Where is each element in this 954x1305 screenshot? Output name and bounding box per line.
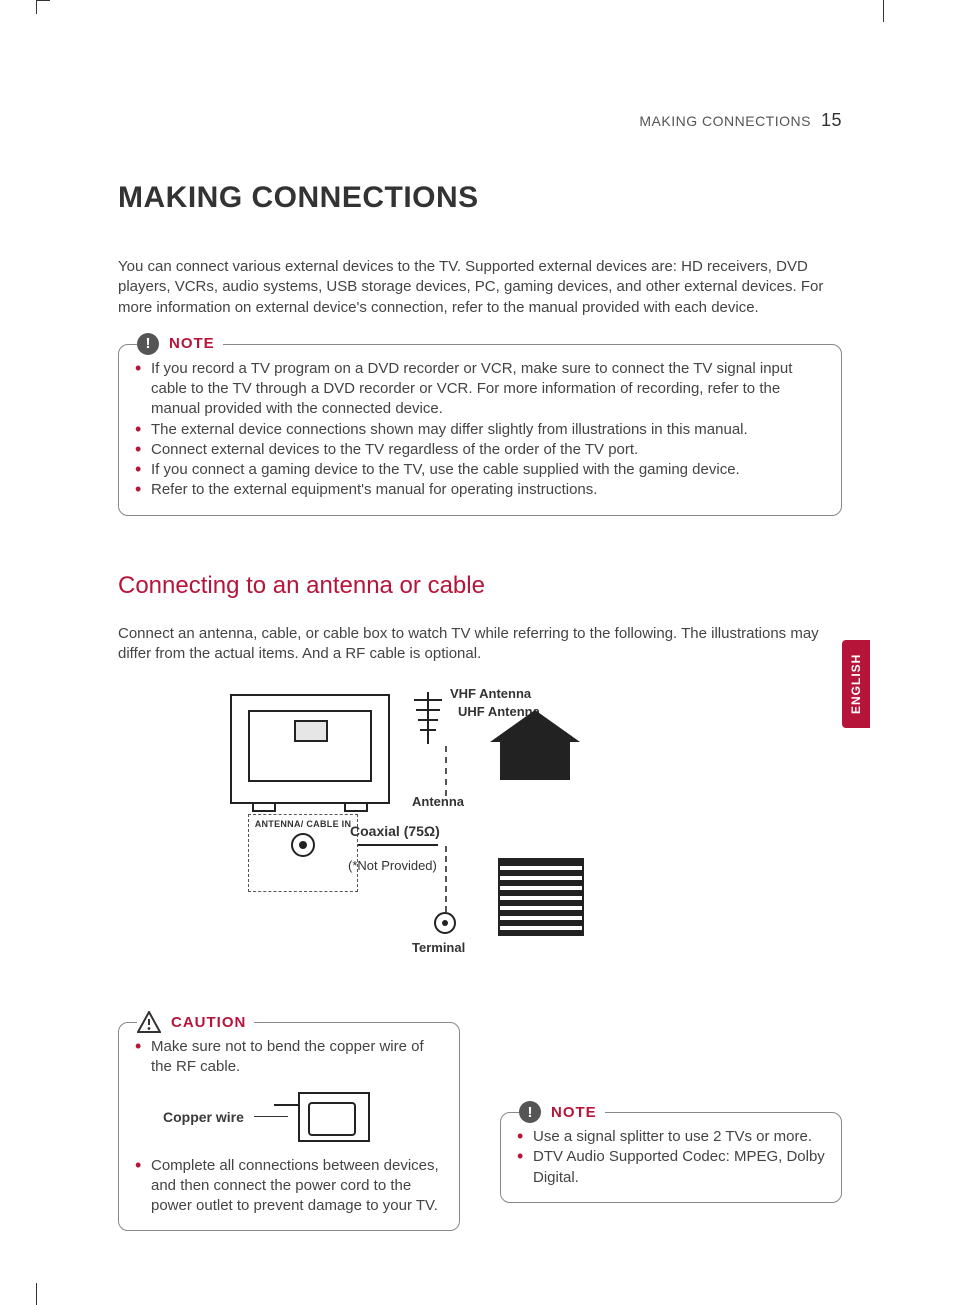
coax-port-icon [291, 833, 315, 857]
antenna-cable-in-label: ANTENNA/ CABLE IN [253, 819, 353, 829]
tv-stand-icon [252, 802, 276, 812]
not-provided-label: (*Not Provided) [348, 858, 437, 873]
note-item: Connect external devices to the TV regar… [135, 440, 825, 460]
house-icon [490, 710, 580, 780]
tv-stand-icon [344, 802, 368, 812]
connection-diagram: ANTENNA/ CABLE IN Coaxial (75Ω) (*Not Pr… [220, 686, 740, 966]
caution-list: Make sure not to bend the copper wire of… [135, 1037, 443, 1078]
dash-line [445, 846, 447, 912]
section-subtitle: Connecting to an antenna or cable [118, 572, 842, 600]
header-section: MAKING CONNECTIONS [639, 113, 811, 129]
antenna-port-zoom: ANTENNA/ CABLE IN [248, 814, 358, 892]
note-icon: ! [137, 333, 159, 355]
note-label: NOTE [169, 335, 215, 352]
caution-legend: CAUTION [137, 1011, 254, 1033]
page-number: 15 [821, 110, 842, 131]
building-icon [498, 858, 584, 936]
note-list: Use a signal splitter to use 2 TVs or mo… [517, 1127, 825, 1188]
caution-label: CAUTION [171, 1014, 246, 1031]
note-callout-2: ! NOTE Use a signal splitter to use 2 TV… [500, 1112, 842, 1203]
cable-line [358, 844, 438, 846]
note-item: DTV Audio Supported Codec: MPEG, Dolby D… [517, 1147, 825, 1188]
running-header: MAKING CONNECTIONS 15 [118, 110, 842, 131]
terminal-label: Terminal [412, 940, 465, 955]
note-icon: ! [519, 1101, 541, 1123]
note-item: If you record a TV program on a DVD reco… [135, 359, 825, 420]
page-title: MAKING CONNECTIONS [118, 181, 842, 215]
antenna-icon [410, 692, 446, 744]
wall-terminal-icon [434, 912, 456, 934]
tv-illustration [230, 694, 390, 804]
caution-list: Complete all connections between devices… [135, 1156, 443, 1217]
page-content: MAKING CONNECTIONS 15 MAKING CONNECTIONS… [118, 110, 842, 1231]
caution-icon [137, 1011, 161, 1033]
caution-callout: CAUTION Make sure not to bend the copper… [118, 1022, 460, 1231]
note-legend: ! NOTE [519, 1101, 605, 1123]
note-legend: ! NOTE [137, 333, 223, 355]
antenna-label: Antenna [412, 794, 464, 809]
note-item: Use a signal splitter to use 2 TVs or mo… [517, 1127, 825, 1147]
copper-wire-label: Copper wire [163, 1109, 244, 1125]
pointer-line [254, 1116, 288, 1117]
intro-paragraph: You can connect various external devices… [118, 257, 842, 318]
copper-wire-figure: Copper wire [163, 1092, 443, 1142]
caution-item: Make sure not to bend the copper wire of… [135, 1037, 443, 1078]
note-list: If you record a TV program on a DVD reco… [135, 359, 825, 501]
crop-mark [36, 0, 50, 14]
note-item: If you connect a gaming device to the TV… [135, 460, 825, 480]
language-tab: ENGLISH [842, 640, 870, 728]
note-callout: ! NOTE If you record a TV program on a D… [118, 344, 842, 516]
note-item: Refer to the external equipment's manual… [135, 480, 825, 500]
note-item: The external device connections shown ma… [135, 420, 825, 440]
tv-port-icon [294, 720, 328, 742]
section-intro: Connect an antenna, cable, or cable box … [118, 624, 842, 665]
dash-line [445, 746, 447, 796]
coax-label: Coaxial (75Ω) [350, 823, 440, 839]
crop-mark [870, 0, 884, 22]
rf-plug-icon [298, 1092, 370, 1142]
caution-item: Complete all connections between devices… [135, 1156, 443, 1217]
vhf-label: VHF Antenna [450, 686, 531, 701]
note-label: NOTE [551, 1104, 597, 1121]
crop-mark [36, 1283, 50, 1305]
